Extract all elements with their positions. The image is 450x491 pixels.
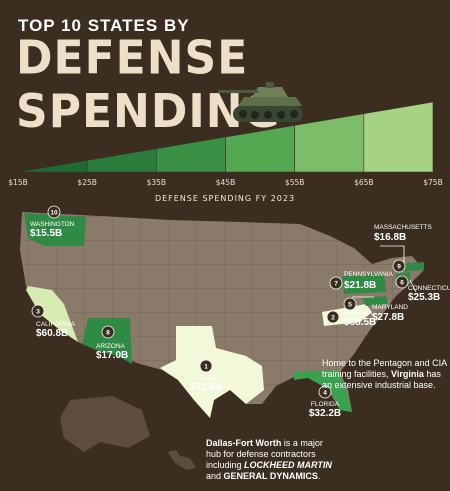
title-line-1: TOP 10 STATES BY bbox=[18, 16, 190, 35]
rank-badge bbox=[199, 359, 213, 373]
state-florida bbox=[294, 370, 352, 412]
state-name-label: ARIZONA bbox=[96, 343, 126, 350]
rank-number: 1 bbox=[204, 364, 208, 371]
rank-number: 9 bbox=[397, 264, 401, 271]
rank-number: 10 bbox=[50, 210, 58, 217]
state-maryland bbox=[362, 296, 388, 306]
rank-badge bbox=[101, 325, 115, 339]
rank-number: 7 bbox=[334, 281, 338, 288]
rank-number: 6 bbox=[400, 280, 404, 287]
axis-tick-label: $35B bbox=[146, 178, 167, 187]
axis-tick-label: $45B bbox=[215, 178, 236, 187]
state-name-label: CALIFORNIA bbox=[36, 321, 76, 328]
state-value-label: $71.6B bbox=[190, 382, 222, 393]
rank-badge bbox=[343, 297, 357, 311]
state-value-label: $21.8B bbox=[344, 280, 376, 291]
axis-tick-label: $55B bbox=[284, 178, 305, 187]
rank-badge bbox=[47, 205, 61, 219]
rank-badge bbox=[31, 304, 45, 318]
spending-scale-chart bbox=[17, 82, 434, 173]
state-washington bbox=[24, 213, 86, 246]
title-line-2: DEFENSE SPENDING bbox=[16, 31, 281, 139]
scale-band bbox=[363, 101, 434, 173]
rank-number: 5 bbox=[348, 302, 352, 309]
rank-number: 4 bbox=[323, 390, 327, 397]
state-value-label: $32.2B bbox=[309, 408, 341, 419]
rank-badge bbox=[395, 275, 409, 289]
alaska-shape bbox=[60, 396, 150, 452]
state-name-label: FLORIDA bbox=[311, 401, 340, 408]
rank-badge bbox=[392, 259, 406, 273]
state-value-label: $17.0B bbox=[96, 350, 128, 361]
state-name-label: MASSACHUSETTS bbox=[374, 224, 432, 231]
state-value-label: $60.8B bbox=[36, 328, 68, 339]
state-name-label: PENNSYLVANIA bbox=[344, 271, 394, 278]
state-value-label: $15.5B bbox=[30, 228, 62, 239]
state-california bbox=[26, 286, 78, 342]
axis-tick-label: $15B bbox=[8, 178, 28, 187]
tank-icon bbox=[218, 82, 303, 122]
state-name-label: VIRGINIA bbox=[344, 310, 373, 317]
rank-number: 8 bbox=[106, 330, 110, 337]
state-pennsylvania bbox=[342, 274, 386, 294]
axis-title: DEFENSE SPENDING FY 2023 bbox=[154, 194, 296, 203]
hawaii-shape bbox=[168, 450, 196, 470]
virginia-callout: Home to the Pentagon and CIA training fa… bbox=[322, 358, 447, 390]
rank-number: 2 bbox=[331, 315, 335, 322]
axis-tick-label: $75B bbox=[423, 178, 443, 187]
state-texas bbox=[160, 326, 264, 418]
state-value-label: $16.8B bbox=[374, 232, 406, 243]
state-name-label: MARYLAND bbox=[372, 304, 408, 311]
state-name-label: TEXAS bbox=[195, 375, 217, 382]
state-name-label: CONNECTICUT bbox=[408, 285, 450, 292]
dallas-callout: Dallas-Fort Worth is a major hub for def… bbox=[206, 438, 332, 481]
axis-tick-label: $25B bbox=[77, 178, 97, 187]
state-name-label: WASHINGTON bbox=[30, 221, 75, 228]
rank-badge bbox=[318, 385, 332, 399]
state-arizona bbox=[82, 318, 132, 364]
state-value-label: $68.5B bbox=[344, 317, 376, 328]
rank-badge bbox=[326, 310, 340, 324]
state-value-label: $27.8B bbox=[372, 312, 404, 323]
rank-number: 3 bbox=[36, 309, 40, 316]
state-value-label: $25.3B bbox=[408, 292, 440, 303]
axis-tick-label: $65B bbox=[354, 178, 374, 187]
rank-badge bbox=[329, 276, 343, 290]
